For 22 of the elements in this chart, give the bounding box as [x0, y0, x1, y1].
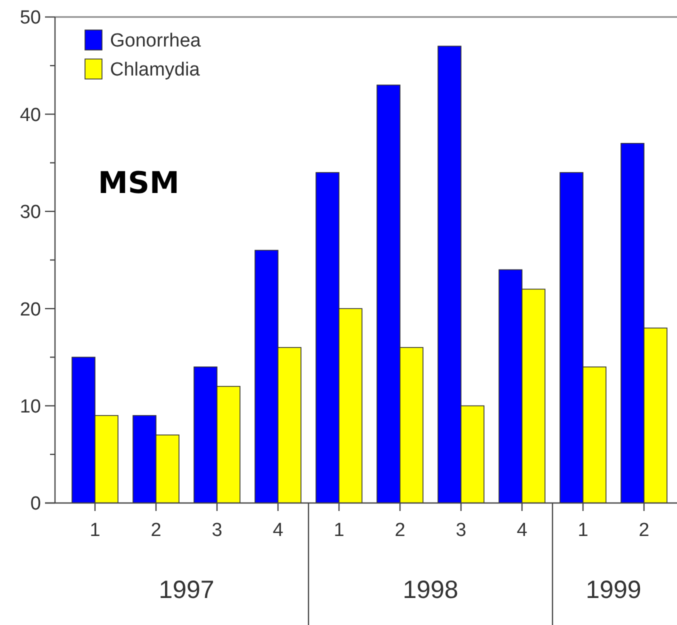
x-tick-label: 2: [394, 520, 406, 541]
x-tick-label: 1: [578, 520, 588, 541]
y-tick-label: 20: [20, 299, 41, 320]
y-tick-label: 50: [20, 8, 41, 29]
x-tick-label: 2: [638, 520, 650, 541]
y-tick-label: 30: [20, 202, 41, 224]
y-tick-label: 40: [20, 104, 41, 126]
x-tick-label: 4: [516, 520, 528, 541]
x-tick-label: 1: [90, 520, 100, 541]
x-tick-label: 1: [334, 520, 344, 541]
x-tick-label: 2: [150, 520, 162, 541]
annotation: MSM: [98, 166, 180, 201]
y-tick-label: 0: [30, 494, 41, 515]
legend-label: Gonorrhea: [110, 30, 202, 52]
text: 1997: [158, 576, 214, 604]
text: 1998: [402, 576, 458, 604]
legend-label: Chlamydia: [110, 60, 200, 81]
text: 1999: [586, 576, 642, 604]
x-tick-label: 3: [212, 520, 222, 541]
x-tick-label: 4: [272, 520, 284, 541]
x-tick-label: 3: [456, 520, 466, 541]
y-tick-label: 10: [20, 396, 41, 418]
